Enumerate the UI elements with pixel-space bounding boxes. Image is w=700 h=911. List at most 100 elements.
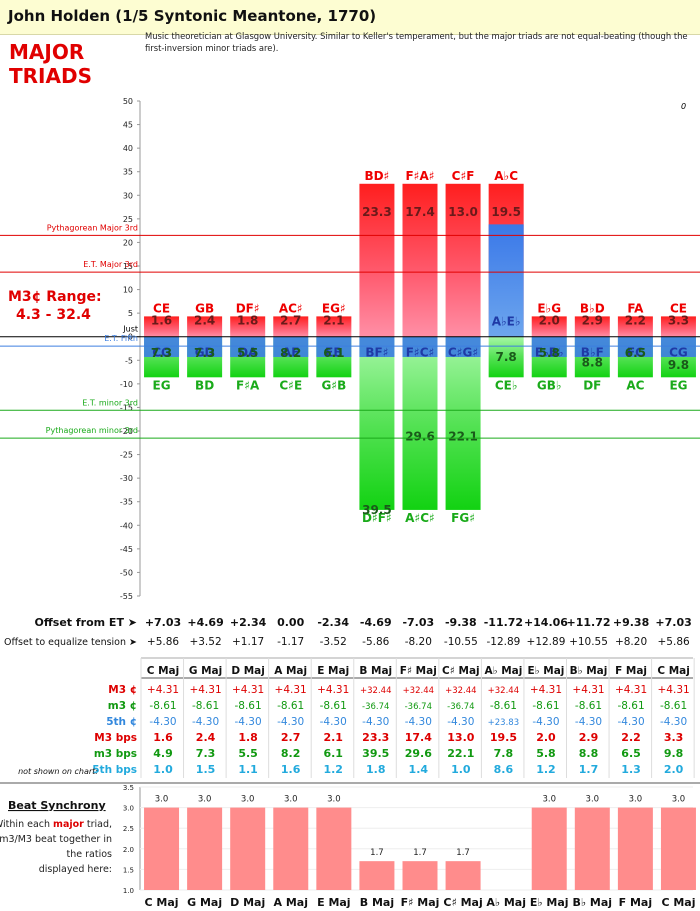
column-header: B♭ Maj [570, 665, 608, 677]
major-third-label: BD♯ [364, 169, 389, 183]
values-table: Offset from ET ➤ +7.03 +4.69 +2.34 0.00 -2.34… [4, 616, 695, 778]
header-bar: John Holden (1/5 Syntonic Meantone, 1770… [0, 0, 700, 35]
page-title: John Holden (1/5 Syntonic Meantone, 1770… [8, 7, 377, 25]
table-cell: -4.30 [405, 716, 432, 728]
table-cell: -4.30 [192, 716, 219, 728]
sync-category-label: G Maj [187, 896, 222, 909]
table-cell: +4.31 [658, 684, 690, 696]
sync-note-line: displayed here: [39, 864, 112, 875]
fifth-bar [531, 336, 567, 357]
table-cell: 2.4 [196, 731, 216, 744]
fifth-bar [359, 336, 395, 357]
column-header: C Maj [657, 665, 690, 677]
column-header: F Maj [615, 665, 647, 677]
column-header: C Maj [147, 665, 180, 677]
sync-bar [144, 807, 180, 890]
sync-value-label: 3.0 [198, 795, 212, 805]
tension-value: +5.86 [147, 636, 179, 648]
fifth-label: B♭F [581, 346, 604, 360]
major-third-label: FA [627, 301, 644, 315]
offset-value: -11.72 [484, 616, 523, 629]
major-third-label: E♭G [537, 301, 561, 315]
minor-bps-label: 8.2 [280, 346, 301, 360]
table-cell: +4.31 [572, 684, 604, 696]
offset-value: +14.06 [524, 616, 568, 629]
column-header: G Maj [189, 665, 222, 677]
table-cell: +32.44 [403, 686, 434, 696]
heading-text: MAJOR TRIADS [9, 40, 92, 88]
sync-bar [445, 861, 481, 890]
table-cell: -8.61 [490, 700, 517, 712]
major-third-bar [187, 316, 223, 337]
minor-bps-label: 7.3 [151, 346, 172, 360]
table-cell: 7.3 [196, 747, 216, 760]
fifth-label: GD [195, 346, 215, 360]
fifth-label: FC [627, 346, 644, 360]
sync-bar [359, 861, 395, 890]
table-cell: -36.74 [362, 702, 389, 712]
table-cell: -4.30 [149, 716, 176, 728]
column-header: D Maj [231, 665, 265, 677]
table-cell: 1.6 [153, 731, 173, 744]
main-chart: 50454035302520151050-5-10-15-20-25-30-35… [0, 97, 700, 601]
sync-category-label: E Maj [317, 896, 350, 909]
y-tick-label: 45 [123, 121, 133, 130]
table-cell: -8.61 [235, 700, 262, 712]
table-cell: -4.30 [447, 716, 474, 728]
y-tick-label: -15 [120, 403, 133, 412]
y-tick-label: 10 [123, 286, 133, 295]
fifth-bar [402, 336, 438, 357]
table-cell: 1.7 [579, 763, 599, 776]
table-cell: -4.30 [575, 716, 602, 728]
sync-category-label: D Maj [230, 896, 265, 909]
table-cell: +4.31 [530, 684, 562, 696]
minor-third-bar [445, 336, 481, 510]
table-cell: 1.1 [238, 763, 258, 776]
table-cell: 22.1 [447, 747, 474, 760]
fifth-bar [660, 336, 696, 357]
sync-note-line: the m3/M3 beat together in [0, 834, 112, 845]
table-cell: +32.44 [445, 686, 476, 696]
major-third-label: A♭C [494, 169, 518, 183]
fifth-bar [316, 336, 352, 357]
major-third-bar [359, 183, 395, 337]
sync-category-label: C Maj [145, 896, 179, 909]
y-tick-label: -35 [120, 498, 133, 507]
reference-line-label: E.T. Major 3rd [83, 260, 138, 269]
major-bps-label: 17.4 [405, 205, 435, 219]
table-cell: 19.5 [490, 731, 517, 744]
y-tick-label: -30 [120, 474, 133, 483]
table-cell: -8.61 [149, 700, 176, 712]
fifth-label: CG [669, 346, 688, 360]
major-bps-label: 3.3 [668, 313, 689, 327]
minor-third-label: A♯C♯ [405, 511, 435, 525]
reference-line-label: Pythagorean minor 3rd [46, 426, 138, 435]
table-cell: -36.74 [447, 702, 474, 712]
column-header: A♭ Maj [484, 665, 522, 677]
table-cell: 13.0 [447, 731, 474, 744]
table-cell: +32.44 [488, 686, 519, 696]
table-cell: -8.61 [320, 700, 347, 712]
column-header: A Maj [274, 665, 307, 677]
tension-value: +12.89 [527, 636, 566, 648]
table-cell: +4.31 [232, 684, 264, 696]
reference-line-label: Just [122, 325, 138, 334]
major-third-label: DF♯ [236, 301, 260, 315]
sync-category-label: E♭ Maj [530, 896, 569, 909]
major-bps-label: 2.9 [582, 313, 603, 327]
sync-tick-label: 3.0 [123, 805, 134, 813]
offset-value: 0.00 [277, 616, 304, 629]
column-header: B Maj [359, 665, 392, 677]
y-tick-label: 30 [123, 191, 133, 200]
y-tick-label: -50 [120, 568, 133, 577]
sync-category-label: C Maj [661, 896, 695, 909]
table-cell: -4.30 [660, 716, 687, 728]
sync-tick-label: 2.5 [123, 825, 134, 833]
sync-category-label: B Maj [360, 896, 394, 909]
major-third-label: AC♯ [279, 301, 303, 315]
minor-bps-label: 6.5 [625, 346, 646, 360]
sync-value-label: 3.0 [629, 795, 643, 805]
sync-bar [617, 807, 653, 890]
sync-note-before: Within each [0, 819, 53, 830]
sync-value-label: 1.7 [413, 848, 427, 858]
